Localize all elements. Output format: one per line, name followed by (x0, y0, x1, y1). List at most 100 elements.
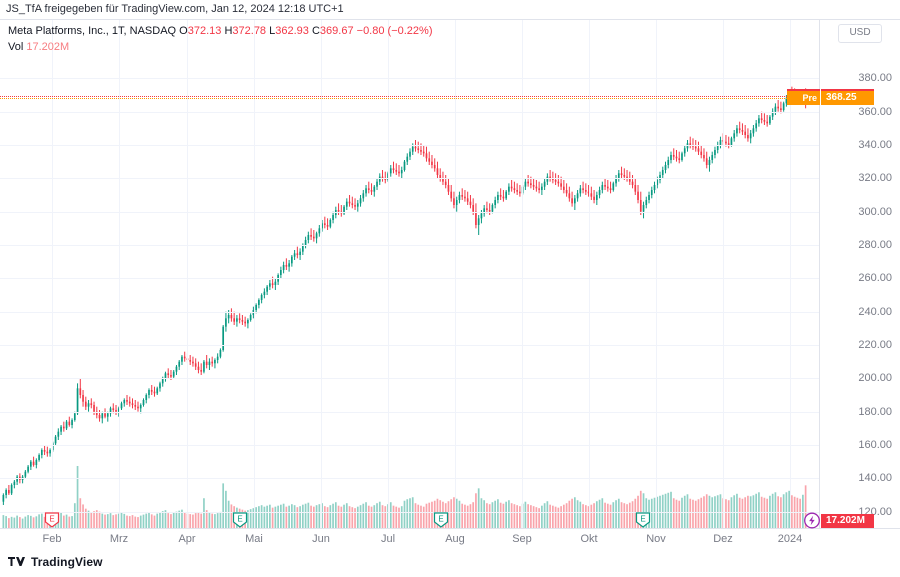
candle-body-up (645, 200, 648, 205)
svg-text:E: E (237, 515, 242, 524)
tradingview-logo[interactable]: TradingView (8, 555, 103, 569)
volume-bar (30, 515, 32, 528)
volume-bar (128, 516, 131, 528)
volume-bar (123, 513, 126, 528)
volume-bar (788, 490, 790, 528)
candle-body-up (708, 160, 711, 165)
gridline-horizontal (0, 512, 819, 513)
volume-bar (661, 494, 664, 528)
candle-body-down (104, 413, 106, 417)
candle-body-down (532, 185, 535, 187)
candle-body-down (230, 315, 233, 319)
candle-body-up (175, 366, 178, 372)
volume-bar (736, 493, 738, 528)
volume-bar (752, 495, 755, 528)
candle-body-down (568, 193, 571, 199)
candle-body-down (609, 188, 612, 190)
volume-bar (617, 498, 620, 528)
volume-bar (156, 513, 159, 528)
candle-body-up (365, 188, 367, 194)
candle-body-down (150, 390, 153, 392)
volume-bar (139, 515, 142, 528)
candle-body-down (137, 406, 139, 409)
candle-body-up (266, 286, 268, 292)
volume-bar (609, 504, 612, 528)
candle-body-up (409, 151, 411, 157)
candle-body-up (546, 176, 549, 182)
volume-bar (472, 502, 475, 528)
candle-body-up (255, 305, 257, 310)
candle-body-down (557, 181, 560, 184)
candle-body-down (95, 411, 98, 415)
volume-bar (222, 483, 225, 528)
volume-bar (159, 512, 161, 528)
candle-body-down (43, 450, 46, 452)
candle-body-up (329, 220, 332, 227)
candle-body-down (623, 175, 626, 177)
candle-body-up (291, 256, 293, 264)
candle-body-up (142, 400, 145, 405)
volume-bar (491, 502, 494, 528)
volume-bar (584, 505, 587, 528)
volume-bar (87, 510, 90, 528)
volume-bar (667, 492, 670, 528)
candle-body-down (760, 118, 763, 120)
volume-bar (428, 502, 431, 528)
volume-bar (131, 515, 134, 528)
volume-bar (604, 502, 606, 528)
volume-bar (192, 514, 194, 528)
gridline-horizontal (0, 378, 819, 379)
volume-bar (582, 504, 584, 528)
earnings-marker[interactable]: E (433, 512, 449, 528)
candle-body-down (98, 415, 101, 419)
volume-bar (263, 506, 266, 528)
volume-bar (16, 515, 18, 528)
volume-bar (205, 510, 208, 528)
candle-body-down (744, 131, 747, 135)
candle-body-down (326, 225, 329, 227)
volume-bar (601, 498, 604, 528)
currency-button[interactable]: USD (838, 24, 882, 43)
candle-body-up (389, 168, 392, 174)
gridline-vertical (388, 20, 389, 528)
volume-bar (225, 490, 227, 528)
candle-body-up (321, 223, 323, 229)
volume-bar (117, 513, 120, 528)
time-axis[interactable]: Feb Mrz Apr Mai Jun Jul Aug Sep Okt Nov Dez 2024 (0, 528, 900, 548)
candle-body-down (189, 360, 192, 362)
volume-bar (563, 504, 565, 528)
candle-body-up (573, 198, 576, 204)
earnings-marker[interactable]: E (635, 512, 651, 528)
volume-bar (285, 506, 288, 528)
candle-body-up (76, 388, 79, 414)
candle-body-down (552, 178, 554, 180)
candle-body-up (373, 186, 376, 192)
candle-body-up (87, 403, 90, 407)
volume-bar (527, 504, 529, 528)
candle-body-up (269, 283, 271, 287)
candle-body-up (356, 203, 359, 207)
volume-bar (266, 505, 268, 528)
candle-body-up (109, 408, 112, 414)
gridline-horizontal (0, 145, 819, 146)
earnings-marker[interactable]: E (232, 512, 248, 528)
premarket-badge-value: 368.25 (821, 90, 874, 105)
candle-body-down (747, 135, 749, 139)
volume-bar (120, 512, 123, 528)
candle-body-up (178, 361, 181, 367)
candle-body-up (714, 150, 716, 155)
candle-body-down (183, 356, 186, 359)
price-axis[interactable]: 380.00 360.00 340.00 320.00 300.00 280.00 260.… (787, 20, 900, 528)
earnings-marker[interactable]: E (44, 512, 60, 528)
chart-plot-area[interactable] (0, 20, 819, 528)
candle-body-up (749, 133, 752, 139)
candle-body-down (194, 363, 197, 367)
volume-bar (802, 494, 804, 528)
candle-body-down (475, 211, 477, 225)
candle-body-down (398, 171, 400, 174)
candle-body-up (315, 233, 318, 239)
candle-body-up (736, 128, 738, 134)
volume-bar (626, 504, 628, 528)
candle-body-up (101, 413, 104, 419)
dividend-marker[interactable] (804, 512, 821, 529)
